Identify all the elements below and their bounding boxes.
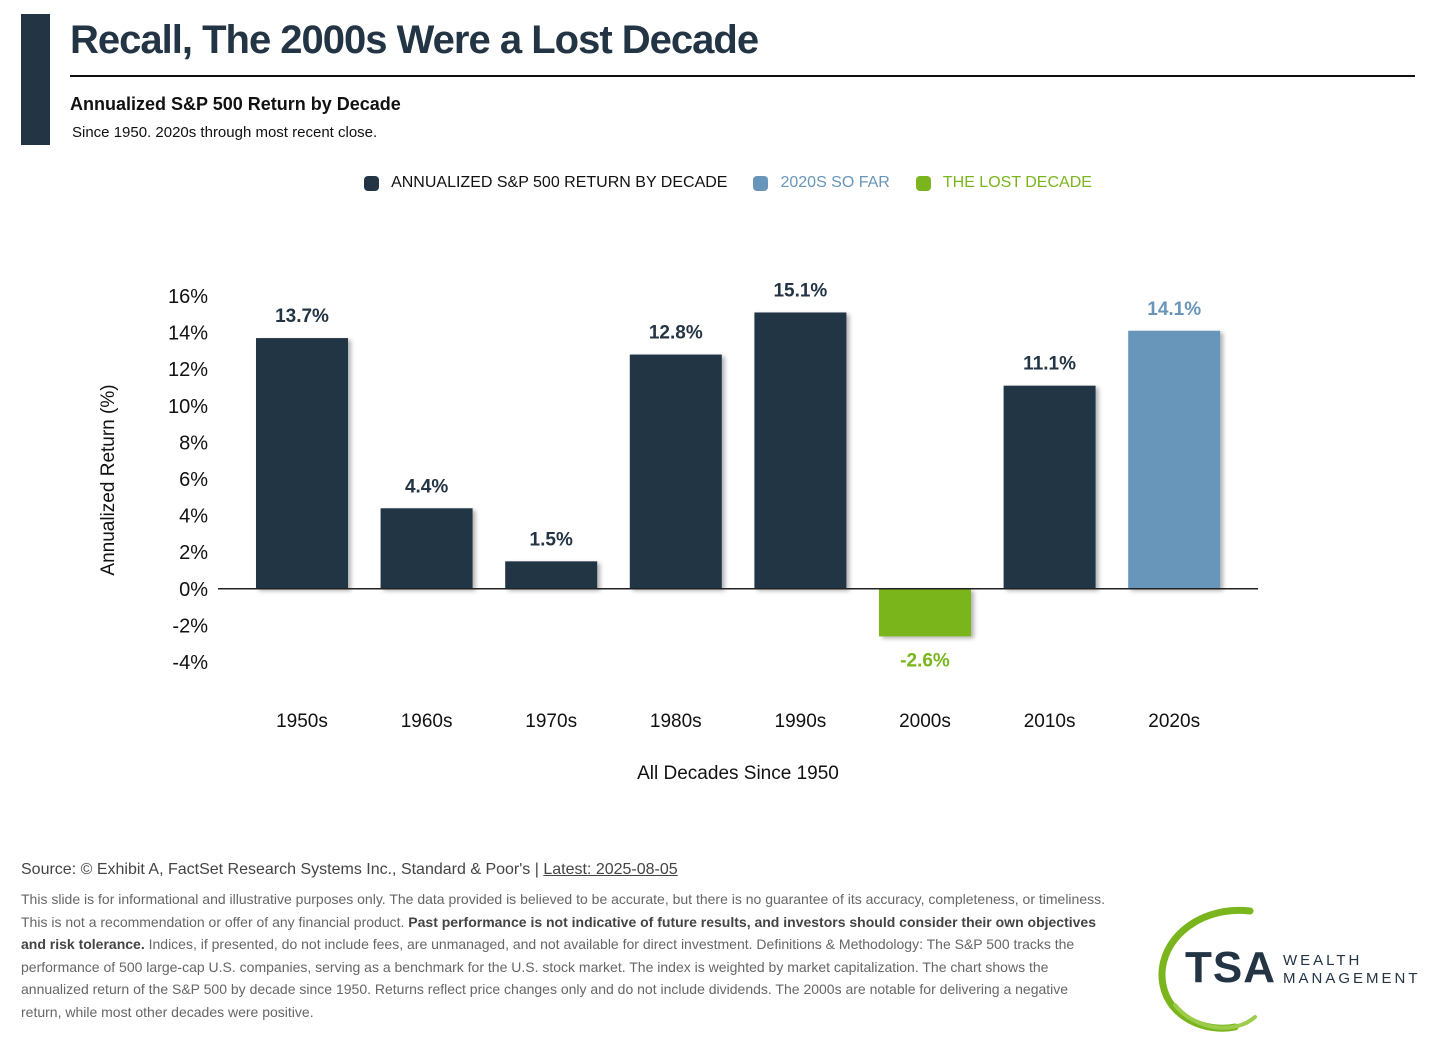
y-tick-label: 14% — [168, 323, 208, 345]
y-tick-label: -4% — [172, 652, 208, 674]
bar-1960s — [380, 508, 473, 589]
x-axis-label: All Decades Since 1950 — [637, 763, 839, 784]
bar-2010s — [1003, 385, 1096, 589]
data-label: -2.6% — [900, 650, 950, 671]
legend-item-decade: ANNUALIZED S&P 500 RETURN BY DECADE — [364, 174, 727, 192]
logo-text: WEALTH MANAGEMENT — [1283, 952, 1421, 988]
x-tick-label: 2010s — [1024, 711, 1076, 732]
data-label: 13.7% — [275, 306, 329, 327]
chart-subtitle: Annualized S&P 500 Return by Decade — [70, 94, 401, 114]
disclaimer-text-2: Indices, if presented, do not include fe… — [21, 936, 1075, 1020]
page-title: Recall, The 2000s Were a Lost Decade — [70, 18, 759, 62]
title-divider — [70, 75, 1415, 77]
y-tick-label: 4% — [179, 506, 208, 528]
data-label: 15.1% — [773, 280, 827, 301]
disclaimer-bold: Past performance is not indicative of fu… — [21, 913, 1096, 953]
data-label: 14.1% — [1147, 299, 1201, 320]
x-tick-label: 1990s — [775, 711, 827, 732]
legend-label: ANNUALIZED S&P 500 RETURN BY DECADE — [391, 174, 728, 191]
legend-label: THE LOST DECADE — [942, 174, 1092, 191]
legend-swatch — [364, 175, 380, 191]
y-tick-label: 8% — [179, 432, 208, 454]
y-tick-label: 12% — [168, 359, 208, 381]
latest-date: Latest: 2025-08-05 — [543, 861, 678, 878]
y-tick-label: 10% — [168, 396, 208, 418]
bar-1980s — [629, 354, 722, 589]
x-tick-label: 2020s — [1148, 711, 1200, 732]
logo-swoosh-icon — [1158, 906, 1257, 1032]
legend-label: 2020S SO FAR — [780, 174, 890, 191]
bar-2020s — [1128, 330, 1221, 589]
y-tick-label: 6% — [179, 469, 208, 491]
logo-line-1: WEALTH — [1283, 952, 1363, 969]
legend-swatch — [753, 175, 769, 191]
source-line: Source: © Exhibit A, FactSet Research Sy… — [21, 861, 678, 879]
y-tick-label: 2% — [179, 542, 208, 564]
data-label: 4.4% — [405, 476, 448, 497]
legend-item-lost-decade: THE LOST DECADE — [915, 174, 1092, 192]
data-label: 11.1% — [1023, 354, 1076, 375]
y-tick-label: 16% — [168, 286, 208, 308]
bar-1950s — [256, 338, 348, 589]
bar-1970s — [505, 561, 598, 589]
y-tick-label: 0% — [179, 579, 208, 601]
data-label: 12.8% — [649, 323, 703, 344]
bar-2000s — [879, 588, 971, 637]
legend-item-2020s: 2020S SO FAR — [753, 174, 890, 192]
source-text: Source: © Exhibit A, FactSet Research Sy… — [21, 861, 544, 878]
title-accent-bar — [21, 14, 50, 145]
chart-note: Since 1950. 2020s through most recent cl… — [72, 124, 378, 141]
y-tick-label: -2% — [172, 615, 208, 637]
y-axis-label: Annualized Return (%) — [98, 384, 119, 575]
bar-1990s — [754, 312, 847, 589]
chart-legend: ANNUALIZED S&P 500 RETURN BY DECADE 2020… — [0, 174, 1456, 192]
tsa-logo: TSA WEALTH MANAGEMENT — [1155, 905, 1445, 1035]
x-tick-label: 1970s — [525, 711, 577, 732]
logo-mark: TSA — [1185, 943, 1276, 992]
x-tick-label: 2000s — [899, 711, 951, 732]
data-label: 1.5% — [530, 529, 573, 550]
legend-swatch — [915, 175, 931, 191]
logo-line-2: MANAGEMENT — [1283, 970, 1421, 987]
x-tick-label: 1950s — [276, 711, 328, 732]
disclaimer: This slide is for informational and illu… — [21, 888, 1111, 1023]
x-tick-label: 1980s — [650, 711, 702, 732]
disclaimer-text: This slide is for informational and illu… — [21, 891, 1106, 930]
x-tick-label: 1960s — [401, 711, 453, 732]
